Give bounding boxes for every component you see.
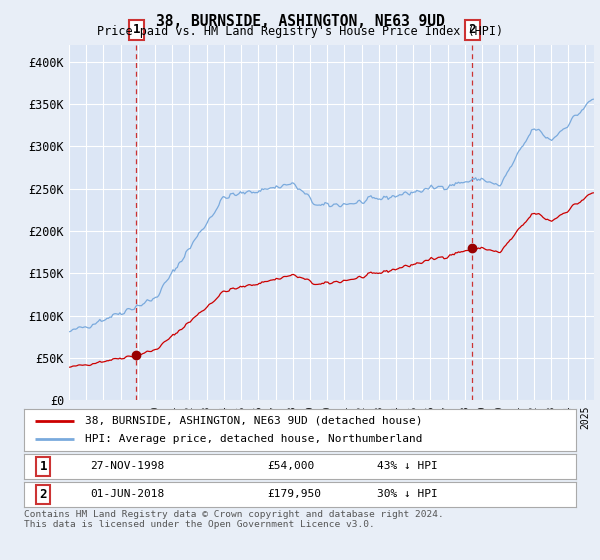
Text: Contains HM Land Registry data © Crown copyright and database right 2024.
This d: Contains HM Land Registry data © Crown c… — [24, 510, 444, 529]
Text: 1: 1 — [40, 460, 47, 473]
Text: 1: 1 — [133, 24, 140, 36]
Text: £179,950: £179,950 — [267, 489, 321, 499]
Text: £54,000: £54,000 — [267, 461, 314, 471]
Text: 2: 2 — [40, 488, 47, 501]
Text: 01-JUN-2018: 01-JUN-2018 — [90, 489, 164, 499]
Text: 38, BURNSIDE, ASHINGTON, NE63 9UD: 38, BURNSIDE, ASHINGTON, NE63 9UD — [155, 14, 445, 29]
Text: 2: 2 — [469, 24, 476, 36]
Text: 27-NOV-1998: 27-NOV-1998 — [90, 461, 164, 471]
Text: HPI: Average price, detached house, Northumberland: HPI: Average price, detached house, Nort… — [85, 435, 422, 445]
Text: 43% ↓ HPI: 43% ↓ HPI — [377, 461, 438, 471]
Text: Price paid vs. HM Land Registry's House Price Index (HPI): Price paid vs. HM Land Registry's House … — [97, 25, 503, 38]
Text: 38, BURNSIDE, ASHINGTON, NE63 9UD (detached house): 38, BURNSIDE, ASHINGTON, NE63 9UD (detac… — [85, 416, 422, 426]
Text: 30% ↓ HPI: 30% ↓ HPI — [377, 489, 438, 499]
